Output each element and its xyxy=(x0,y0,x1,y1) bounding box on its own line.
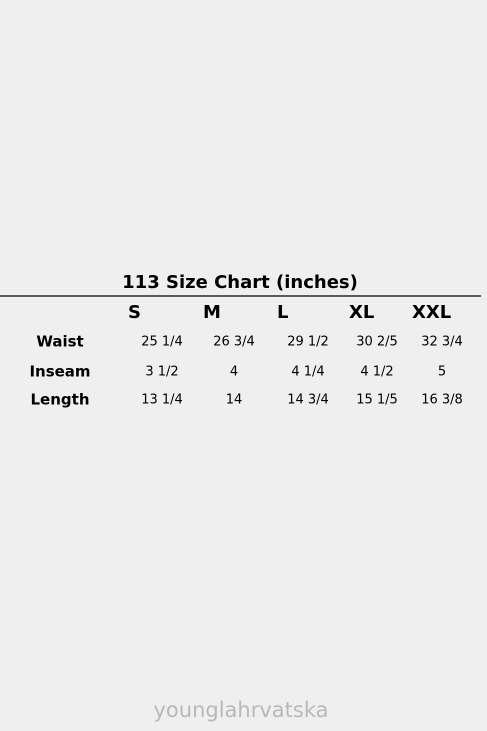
cell: 25 1/4 xyxy=(141,335,183,350)
cell: 29 1/2 xyxy=(287,335,329,350)
cell: 4 1/2 xyxy=(360,365,393,380)
column-header: M xyxy=(203,302,221,323)
cell: 16 3/8 xyxy=(421,393,463,408)
cell: 15 1/5 xyxy=(356,393,398,408)
row-label: Inseam xyxy=(29,363,90,381)
column-header: S xyxy=(128,302,141,323)
column-header: L xyxy=(277,302,288,323)
cell: 14 xyxy=(226,393,243,408)
cell: 13 1/4 xyxy=(141,393,183,408)
row-label: Length xyxy=(31,391,90,409)
cell: 30 2/5 xyxy=(356,335,398,350)
table-title: 113 Size Chart (inches) xyxy=(122,272,358,293)
cell: 5 xyxy=(438,365,446,380)
row-label: Waist xyxy=(36,333,83,351)
cell: 4 xyxy=(230,365,238,380)
column-header: XL xyxy=(349,302,374,323)
cell: 32 3/4 xyxy=(421,335,463,350)
watermark: younglahrvatska xyxy=(153,698,328,722)
cell: 4 1/4 xyxy=(291,365,324,380)
column-header: XXL xyxy=(412,302,451,323)
cell: 3 1/2 xyxy=(145,365,178,380)
cell: 14 3/4 xyxy=(287,393,329,408)
cell: 26 3/4 xyxy=(213,335,255,350)
